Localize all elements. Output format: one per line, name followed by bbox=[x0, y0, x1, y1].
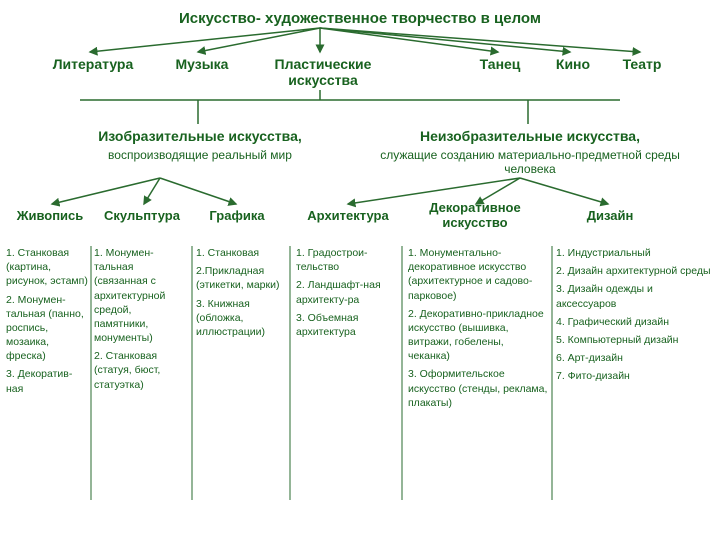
level2-title-0: Изобразительные искусства, bbox=[70, 128, 330, 144]
level3-5: Дизайн bbox=[570, 208, 650, 223]
level1-1: Музыка bbox=[162, 56, 242, 72]
level3-4: Декоративное искусство bbox=[410, 200, 540, 230]
column-5: 1. Индустриальный2. Дизайн архитектурной… bbox=[556, 246, 714, 387]
level1-3: Танец bbox=[470, 56, 530, 72]
level2-title-1: Неизобразительные искусства, bbox=[380, 128, 680, 144]
level2-sub-0: воспроизводящие реальный мир bbox=[70, 148, 330, 162]
level3-0: Живопись bbox=[6, 208, 94, 223]
level1-5: Театр bbox=[612, 56, 672, 72]
level2-sub-1: служащие созданию материально-предметной… bbox=[380, 148, 680, 176]
level3-2: Графика bbox=[198, 208, 276, 223]
level1-0: Литература bbox=[38, 56, 148, 72]
column-1: 1. Монумен-тальная (связанная с архитект… bbox=[94, 246, 188, 396]
root-title: Искусство- художественное творчество в ц… bbox=[0, 10, 720, 27]
column-3: 1. Градострои-тельство2. Ландшафт-ная ар… bbox=[296, 246, 396, 343]
column-0: 1. Станковая (картина, рисунок, эстамп)2… bbox=[6, 246, 88, 400]
column-2: 1. Станковая2.Прикладная (этикетки, марк… bbox=[196, 246, 282, 343]
level3-3: Архитектура bbox=[298, 208, 398, 223]
level1-2: Пластические искусства bbox=[258, 56, 388, 88]
level1-4: Кино bbox=[548, 56, 598, 72]
column-4: 1. Монументально-декоративное искусство … bbox=[408, 246, 548, 414]
level3-1: Скульптура bbox=[96, 208, 188, 223]
